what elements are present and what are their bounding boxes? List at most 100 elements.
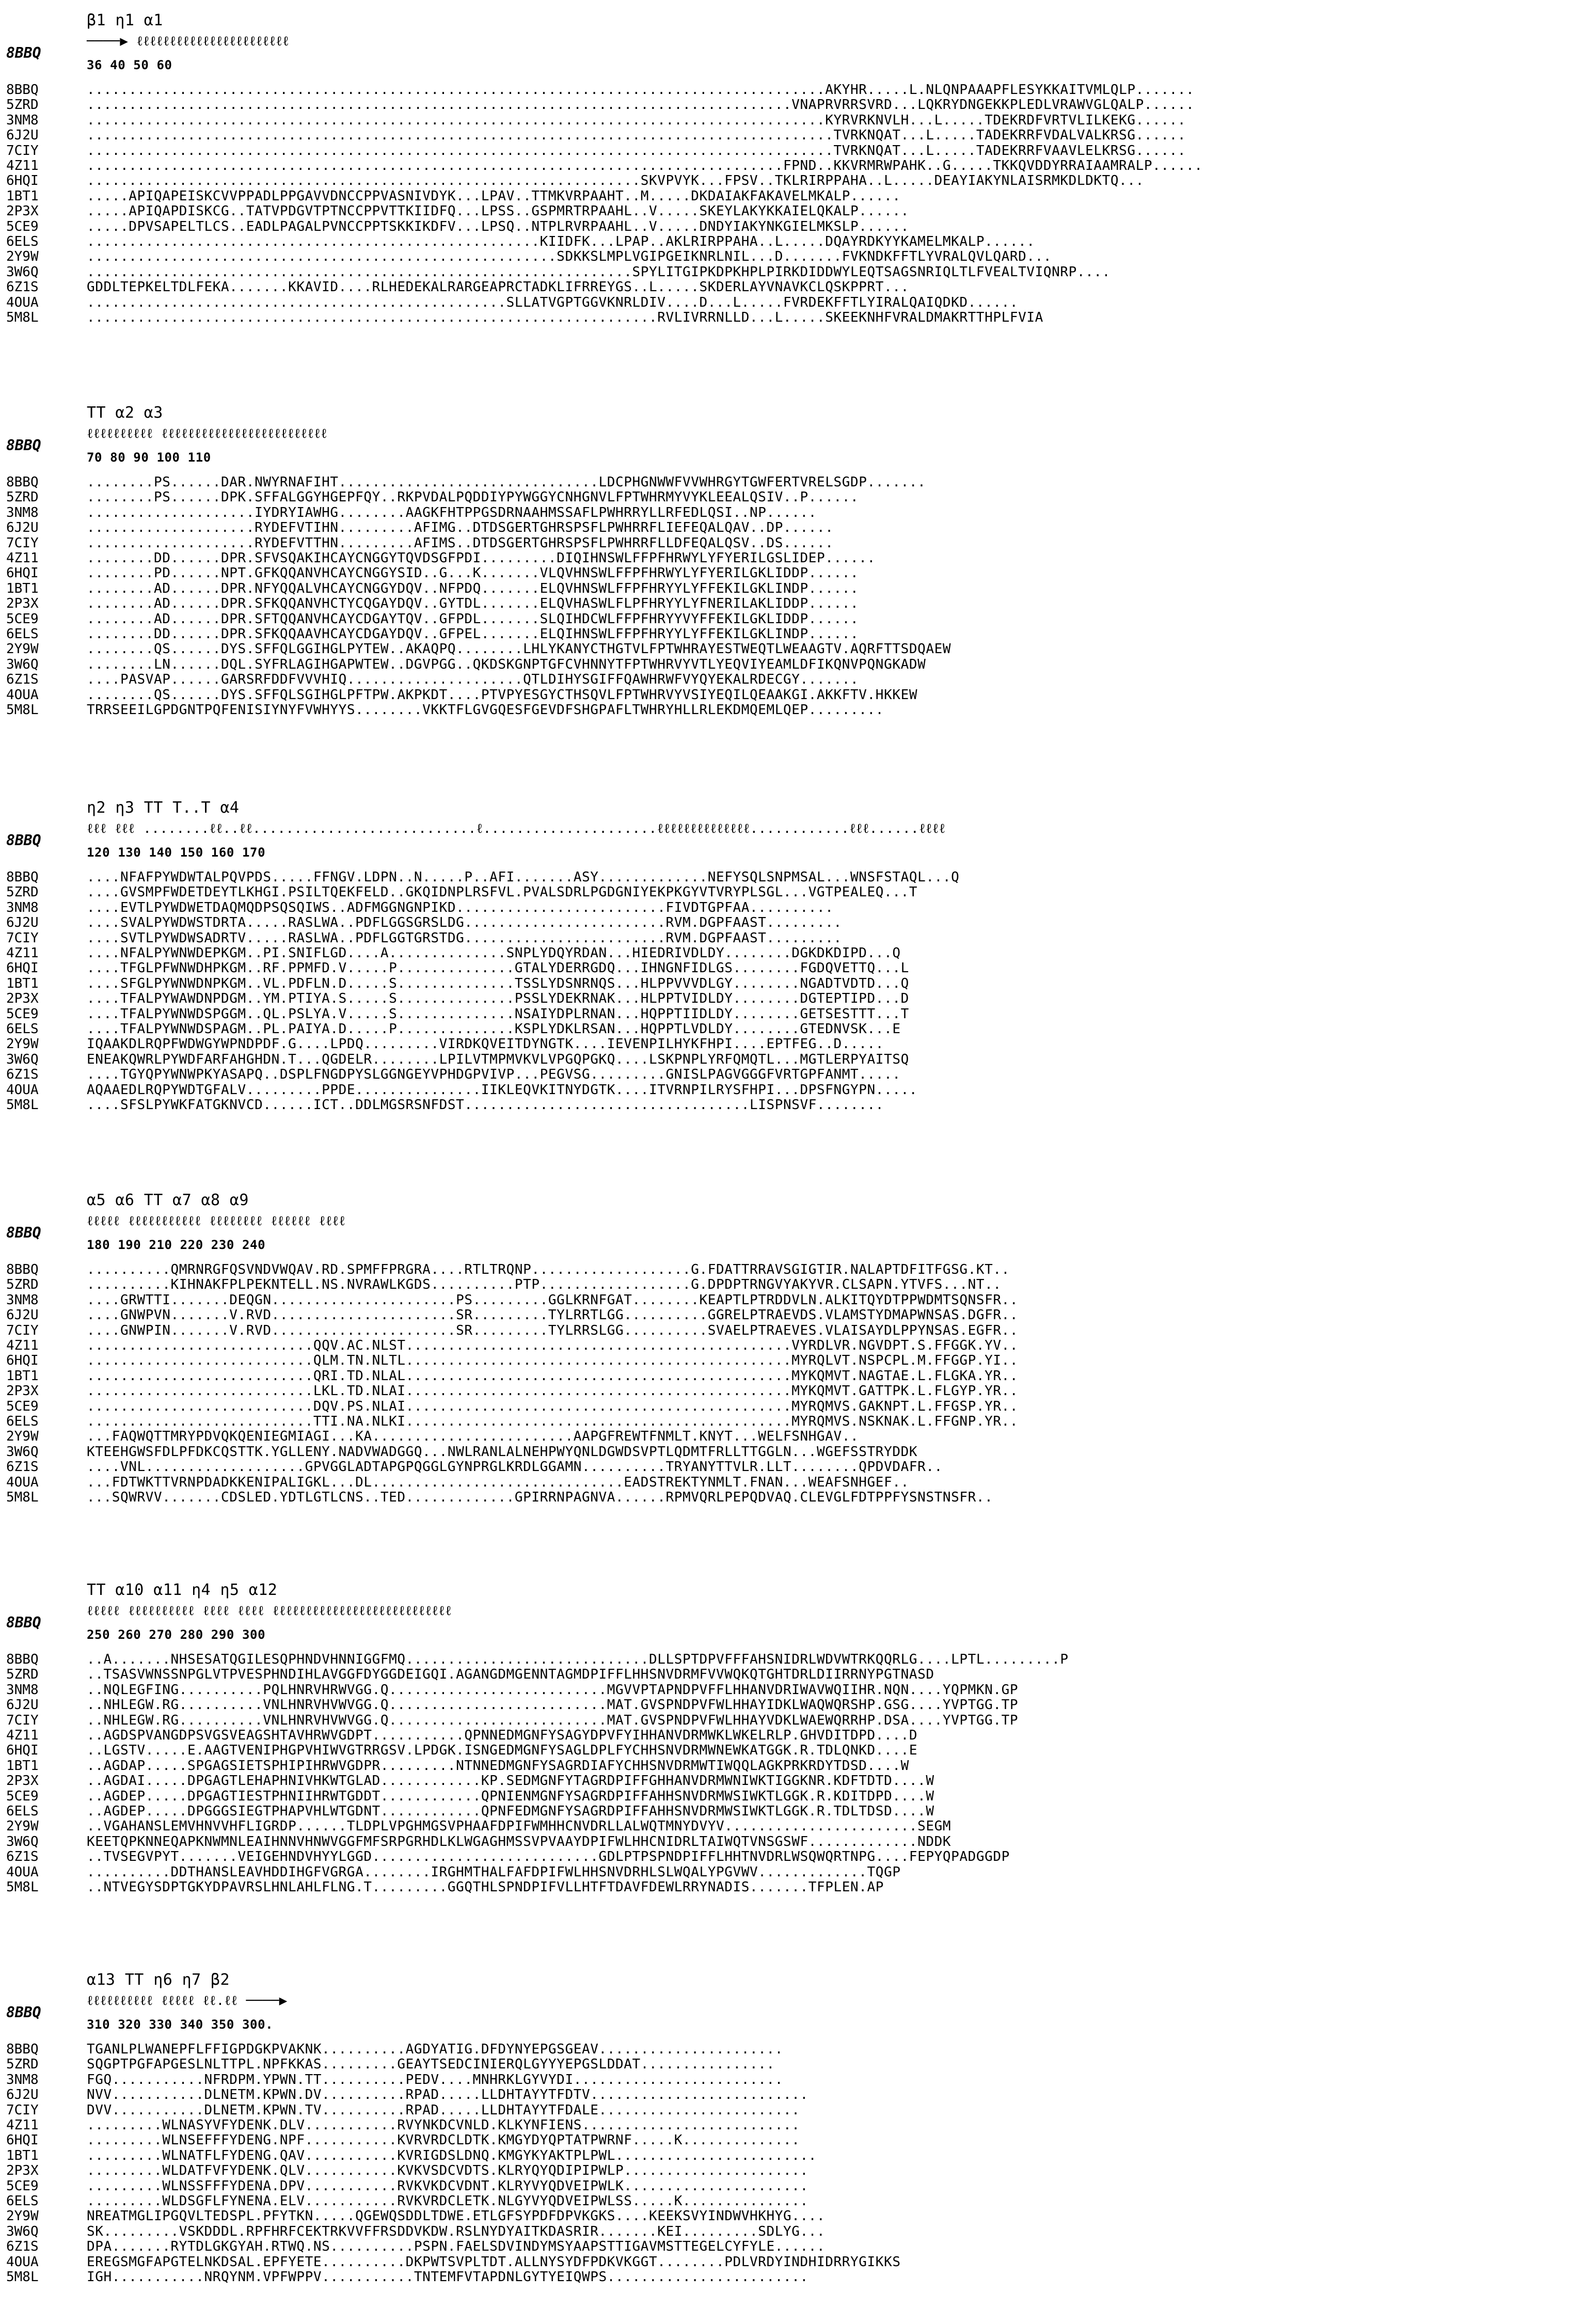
secondary-structure-symbols: ℓℓℓ ℓℓℓ ........ℓℓ..ℓℓ..................… [87,821,946,836]
sequence-text: ....................RYDEFVTIHN.........A… [87,520,834,536]
sequence-id: 3W6Q [6,264,39,280]
sequence-id: 6HQI [6,2132,39,2148]
secondary-structure-symbols: ────▶ ℓℓℓℓℓℓℓℓℓℓℓℓℓℓℓℓℓℓℓℓℓℓℓ [87,34,289,49]
sequence-text: ........AD......DPR.SFTQQANVHCAYCDGAYTQV… [87,611,859,627]
sequence-id: 6Z1S [6,672,39,688]
sequence-text: ........AD......DPR.NFYQQALVHCAYCNGGYDQV… [87,580,859,596]
secondary-structure-symbols: ℓℓℓℓℓℓℓℓℓℓ ℓℓℓℓℓℓℓℓℓℓℓℓℓℓℓℓℓℓℓℓℓℓℓℓℓ [87,426,327,441]
sequence-id: 4OUA [6,2254,39,2270]
secondary-structure-symbols: ℓℓℓℓℓℓℓℓℓℓ ℓℓℓℓℓ ℓℓ.ℓℓ ────▶ [87,1993,288,2009]
sequence-text: AQAAEDLRQPYWDTGFALV.........PPDE........… [87,1082,918,1098]
sequence-text: .........WLDATFVFYDENK.QLV...........KVK… [87,2163,808,2179]
sequence-text: ..TVSEGVPYT.......VEIGEHNDVHYYLGGD......… [87,1849,1010,1865]
sequence-id: 3W6Q [6,1833,39,1849]
residue-numbering: 70 80 90 100 110 [87,450,211,465]
sequence-id: 8BBQ [6,2042,39,2057]
sequence-text: ..AGDSPVANGDPSVGSVEAGSHTAVHRWVGDPT......… [87,1728,918,1743]
sequence-text: ........DD......DPR.SFKQQAAVHCAYCDGAYDQV… [87,626,859,642]
sequence-text: TRRSEEILGPDGNTPQFENISIYNYFVWHYYS........… [87,702,884,718]
secondary-structure-labels: η2 η3 TT T..T α4 [87,799,240,817]
secondary-structure-labels: β1 η1 α1 [87,11,163,29]
sequence-id: 8BBQ [6,82,39,98]
sequence-id: 1BT1 [6,2147,39,2163]
sequence-id: 2P3X [6,203,39,219]
sequence-id: 4Z11 [6,945,39,961]
sequence-text: ........................................… [87,173,1144,189]
secondary-structure-labels: α5 α6 TT α7 α8 α9 [87,1191,249,1209]
sequence-id: 7CIY [6,535,39,551]
sequence-text: ........................................… [87,234,1035,249]
sequence-text: IGH...........NRQYNM.VPFWPPV...........T… [87,2269,808,2285]
sequence-text: FGQ...........NFRDPM.YPWN.TT..........PE… [87,2072,784,2088]
sequence-id: 4OUA [6,1082,39,1098]
sequence-text: ...........................DQV.PS.NLAI..… [87,1398,1019,1414]
sequence-text: ..........QMRNRGFQSVNDVWQAV.RD.SPMFFPRGR… [87,1262,1010,1277]
sequence-id: 1BT1 [6,1368,39,1384]
sequence-text: ...FAQWQTTMRYPDVQKQENIEGMIAGI...KA......… [87,1429,859,1445]
sequence-id: 7CIY [6,143,39,159]
sequence-id: 2Y9W [6,1819,39,1835]
sequence-id: 5ZRD [6,884,39,900]
sequence-text: ....TFALPYWAWDNPDGM..YM.PTIYA.S.....S...… [87,991,909,1007]
sequence-text: IQAAKDLRQPFWDWGYWPNDPDF.G....LPDQ.......… [87,1036,884,1052]
sequence-id: 6ELS [6,1804,39,1819]
sequence-id: 3NM8 [6,504,39,520]
sequence-id: 2P3X [6,1383,39,1399]
sequence-id: 6ELS [6,626,39,642]
sequence-text: DPA.......RYTDLGKGYAH.RTWQ.NS..........P… [87,2239,826,2255]
sequence-id: 5CE9 [6,1788,39,1804]
sequence-id: 2Y9W [6,249,39,265]
sequence-id: 8BBQ [6,869,39,885]
sequence-id: 7CIY [6,1322,39,1338]
sequence-text: ........................................… [87,97,1195,113]
sequence-text: .........WLNASYVFYDENK.DLV...........RVY… [87,2117,800,2133]
sequence-id: 3W6Q [6,1444,39,1460]
sequence-text: ....GRWTTI.......DEQGN..................… [87,1292,1019,1308]
sequence-text: .........WLNSEFFFYDENG.NPF...........KVR… [87,2132,800,2148]
sequence-text: SQGPTPGFAPGESLNLTTPL.NPFKKAS.........GEA… [87,2057,775,2073]
sequence-id: 3W6Q [6,656,39,672]
reference-structure-label: 8BBQ [6,44,41,61]
sequence-id: 4OUA [6,294,39,310]
residue-numbering: 250 260 270 280 290 300 [87,1627,266,1642]
sequence-id: 5ZRD [6,489,39,505]
sequence-text: ....................IYDRYIAWHG........AA… [87,504,817,520]
residue-numbering: 36 40 50 60 [87,58,172,72]
sequence-id: 3NM8 [6,1292,39,1308]
sequence-id: 7CIY [6,930,39,946]
sequence-id: 6ELS [6,2193,39,2209]
sequence-text: ....VNL...................GPVGGLADTAPGPQ… [87,1459,943,1475]
sequence-text: ..LGSTV.....E.AAGTVENIPHGPVHIWVGTRRGSV.L… [87,1743,918,1759]
sequence-id: 6J2U [6,1697,39,1713]
sequence-text: ........................................… [87,249,1052,265]
sequence-id: 6Z1S [6,279,39,295]
sequence-text: DVV...........DLNETM.KPWN.TV..........RP… [87,2102,800,2118]
residue-numbering: 310 320 330 340 350 300. [87,2017,274,2032]
sequence-text: ...........................QQV.AC.NLST..… [87,1338,1019,1353]
sequence-id: 2P3X [6,596,39,612]
sequence-text: ........................................… [87,294,1019,310]
sequence-text: NREATMGLIPGQVLTEDSPL.PFYTKN.....QGEWQSDD… [87,2208,826,2224]
reference-structure-label: 8BBQ [6,832,41,849]
sequence-id: 2Y9W [6,1429,39,1445]
sequence-id: 5M8L [6,1097,39,1113]
sequence-id: 8BBQ [6,1262,39,1277]
sequence-text: ....EVTLPYWDWETDAQMQDPSQSQIWS..ADFMGGNGN… [87,899,834,915]
sequence-id: 5ZRD [6,2057,39,2073]
sequence-id: 7CIY [6,1712,39,1728]
sequence-id: 5M8L [6,702,39,718]
sequence-id: 2P3X [6,1773,39,1789]
sequence-id: 1BT1 [6,1758,39,1774]
sequence-text: GDDLTEPKELTDLFEKA.......KKAVID....RLHEDE… [87,279,909,295]
sequence-id: 4OUA [6,1864,39,1880]
sequence-text: SK.........VSKDDDL.RPFHRFCEKTRKVVFFRSDDV… [87,2223,826,2239]
reference-structure-label: 8BBQ [6,1614,41,1631]
sequence-id: 6Z1S [6,1849,39,1865]
sequence-id: 4OUA [6,687,39,703]
sequence-text: .....DPVSAPELTLCS..EADLPAGALPVNCCPPTSKKI… [87,218,909,234]
sequence-text: KEETQPKNNEQAPKNWMNLEAIHNNVHNWVGGFMFSRPGR… [87,1833,951,1849]
sequence-id: 6J2U [6,520,39,536]
sequence-id: 6HQI [6,565,39,581]
sequence-text: ....GNWPIN.......V.RVD..................… [87,1322,1019,1338]
sequence-id: 5M8L [6,2269,39,2285]
